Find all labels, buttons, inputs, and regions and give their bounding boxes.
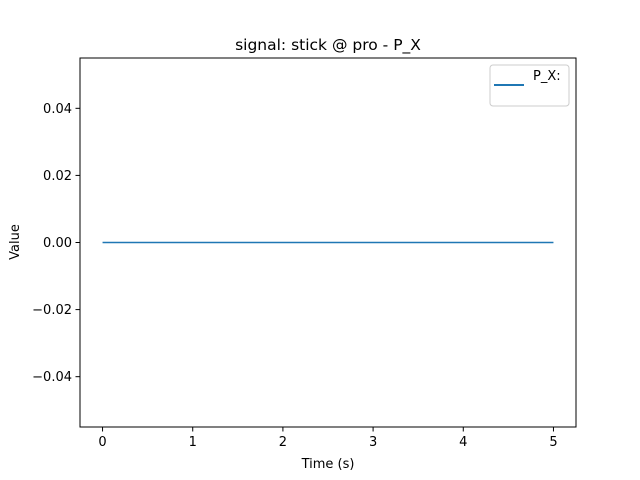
y-tick-label: −0.04 <box>32 370 72 385</box>
x-tick-label: 1 <box>189 435 197 450</box>
legend-label: P_X: <box>533 69 561 84</box>
y-tick-label: 0.00 <box>43 236 72 251</box>
x-tick-label: 4 <box>459 435 467 450</box>
chart-title: signal: stick @ pro - P_X <box>235 36 421 55</box>
x-tick-label: 2 <box>279 435 287 450</box>
x-tick-label: 5 <box>549 435 557 450</box>
y-axis-title: Value <box>8 224 23 260</box>
y-tick-label: −0.02 <box>32 303 72 318</box>
y-tick-label: 0.04 <box>43 102 72 117</box>
x-tick-label: 3 <box>369 435 377 450</box>
legend-box <box>489 64 570 107</box>
y-axis-ticks: −0.04 −0.02 0.00 0.02 0.04 <box>32 102 80 385</box>
x-axis-title: Time (s) <box>301 457 355 472</box>
x-axis-ticks: 0 1 2 3 4 5 <box>98 427 558 450</box>
legend: P_X: <box>489 64 570 107</box>
x-tick-label: 0 <box>98 435 106 450</box>
y-tick-label: 0.02 <box>43 169 72 184</box>
